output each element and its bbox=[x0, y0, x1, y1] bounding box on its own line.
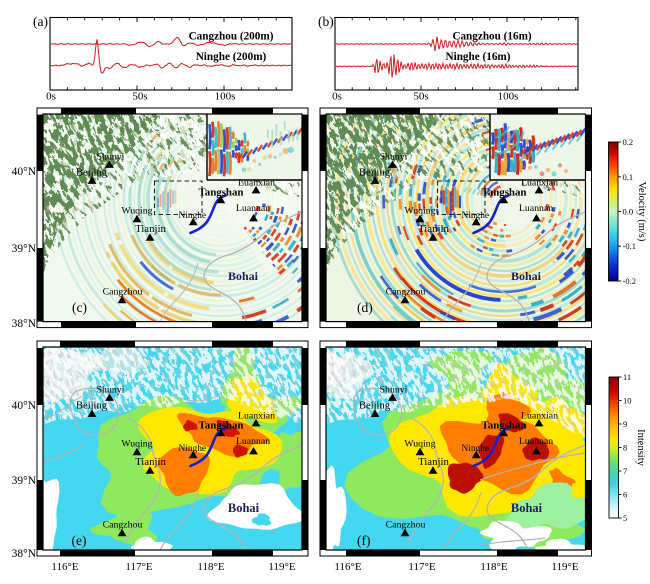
svg-text:50s: 50s bbox=[132, 91, 147, 103]
svg-text:40°N: 40°N bbox=[12, 166, 37, 178]
svg-text:40°N: 40°N bbox=[12, 400, 37, 412]
svg-text:118°E: 118°E bbox=[480, 561, 507, 573]
svg-text:0.2: 0.2 bbox=[623, 137, 634, 147]
svg-text:116°E: 116°E bbox=[51, 561, 78, 573]
svg-text:116°E: 116°E bbox=[334, 561, 361, 573]
svg-text:Velocity (m/s): Velocity (m/s) bbox=[636, 182, 647, 242]
svg-text:Bohai: Bohai bbox=[511, 501, 543, 515]
svg-text:39°N: 39°N bbox=[12, 243, 37, 255]
svg-text:0.0: 0.0 bbox=[623, 207, 634, 217]
svg-text:9: 9 bbox=[623, 419, 627, 429]
svg-text:Bohai: Bohai bbox=[228, 269, 259, 283]
svg-text:Cangzhou (16m): Cangzhou (16m) bbox=[452, 31, 532, 43]
svg-text:50s: 50s bbox=[413, 91, 428, 103]
svg-text:118°E: 118°E bbox=[197, 561, 224, 573]
svg-text:0.1: 0.1 bbox=[623, 172, 634, 182]
svg-text:38°N: 38°N bbox=[12, 548, 37, 560]
svg-text:(c): (c) bbox=[72, 300, 87, 315]
svg-text:119°E: 119°E bbox=[268, 561, 295, 573]
svg-text:38°N: 38°N bbox=[12, 318, 37, 330]
svg-text:Bohai: Bohai bbox=[511, 269, 542, 283]
svg-text:100s: 100s bbox=[498, 91, 519, 103]
svg-text:-0.1: -0.1 bbox=[623, 241, 636, 251]
svg-text:Bohai: Bohai bbox=[228, 501, 260, 515]
svg-text:117°E: 117°E bbox=[408, 561, 435, 573]
svg-text:5: 5 bbox=[623, 513, 627, 523]
svg-text:(a): (a) bbox=[33, 14, 48, 29]
svg-text:0s: 0s bbox=[332, 91, 342, 103]
svg-text:0s: 0s bbox=[46, 91, 56, 103]
svg-text:119°E: 119°E bbox=[551, 561, 578, 573]
svg-text:117°E: 117°E bbox=[125, 561, 152, 573]
svg-text:(b): (b) bbox=[318, 14, 334, 29]
svg-text:39°N: 39°N bbox=[12, 475, 37, 487]
svg-text:(d): (d) bbox=[357, 300, 373, 315]
svg-text:100s: 100s bbox=[215, 91, 236, 103]
svg-text:Intensity: Intensity bbox=[635, 429, 646, 466]
svg-text:Ninghe (200m): Ninghe (200m) bbox=[196, 51, 267, 63]
svg-text:6: 6 bbox=[623, 490, 627, 500]
svg-text:8: 8 bbox=[623, 443, 627, 453]
svg-text:11: 11 bbox=[623, 372, 631, 382]
svg-text:10: 10 bbox=[623, 396, 632, 406]
svg-text:(f): (f) bbox=[357, 533, 371, 548]
svg-text:7: 7 bbox=[623, 466, 627, 476]
svg-text:Ninghe (16m): Ninghe (16m) bbox=[446, 51, 511, 63]
svg-text:-0.2: -0.2 bbox=[623, 276, 636, 286]
svg-text:(e): (e) bbox=[72, 533, 87, 548]
svg-text:Cangzhou (200m): Cangzhou (200m) bbox=[189, 31, 274, 43]
